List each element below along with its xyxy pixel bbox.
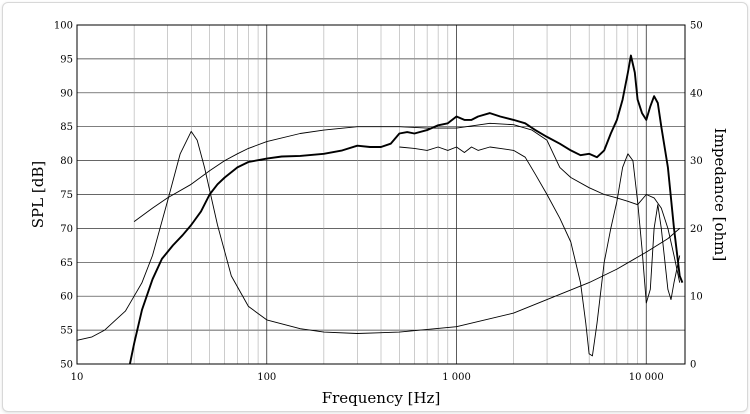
left-y-tick-label: 90	[60, 88, 73, 99]
right-y-tick-label: 50	[690, 21, 703, 32]
left-y-tick-label: 60	[60, 292, 73, 303]
grid-lines	[76, 24, 685, 365]
left-y-tick-label: 70	[60, 224, 73, 235]
plot-frame	[76, 24, 686, 365]
x-tick-label: 10	[71, 372, 84, 383]
spl-curve-2	[399, 146, 681, 357]
right-y-tick-label: 10	[690, 292, 703, 303]
left-y-tick-label: 100	[54, 21, 73, 32]
spl-curve-main	[128, 54, 684, 365]
right-y-tick-label: 40	[690, 88, 703, 99]
left-y-tick-label: 95	[60, 54, 73, 65]
impedance-curve	[76, 130, 680, 341]
left-y-axis-title: SPL [dB]	[29, 161, 47, 228]
curves	[76, 54, 684, 365]
right-y-tick-label: 20	[690, 224, 703, 235]
left-y-tick-label: 50	[60, 360, 73, 371]
left-y-tick-label: 85	[60, 122, 73, 133]
right-y-tick-label: 0	[690, 360, 696, 371]
left-y-tick-label: 55	[60, 326, 73, 337]
left-y-tick-label: 80	[60, 156, 73, 167]
right-y-tick-label: 30	[690, 156, 703, 167]
spl-curve-1	[133, 122, 681, 283]
x-tick-label: 10 000	[629, 372, 664, 383]
right-y-axis-title: Impedance [ohm]	[711, 128, 729, 262]
x-tick-label: 100	[257, 372, 276, 383]
x-tick-label: 1 000	[442, 372, 471, 383]
left-y-tick-label: 75	[60, 190, 73, 201]
left-y-tick-label: 65	[60, 258, 73, 269]
x-axis-title: Frequency [Hz]	[322, 389, 441, 407]
